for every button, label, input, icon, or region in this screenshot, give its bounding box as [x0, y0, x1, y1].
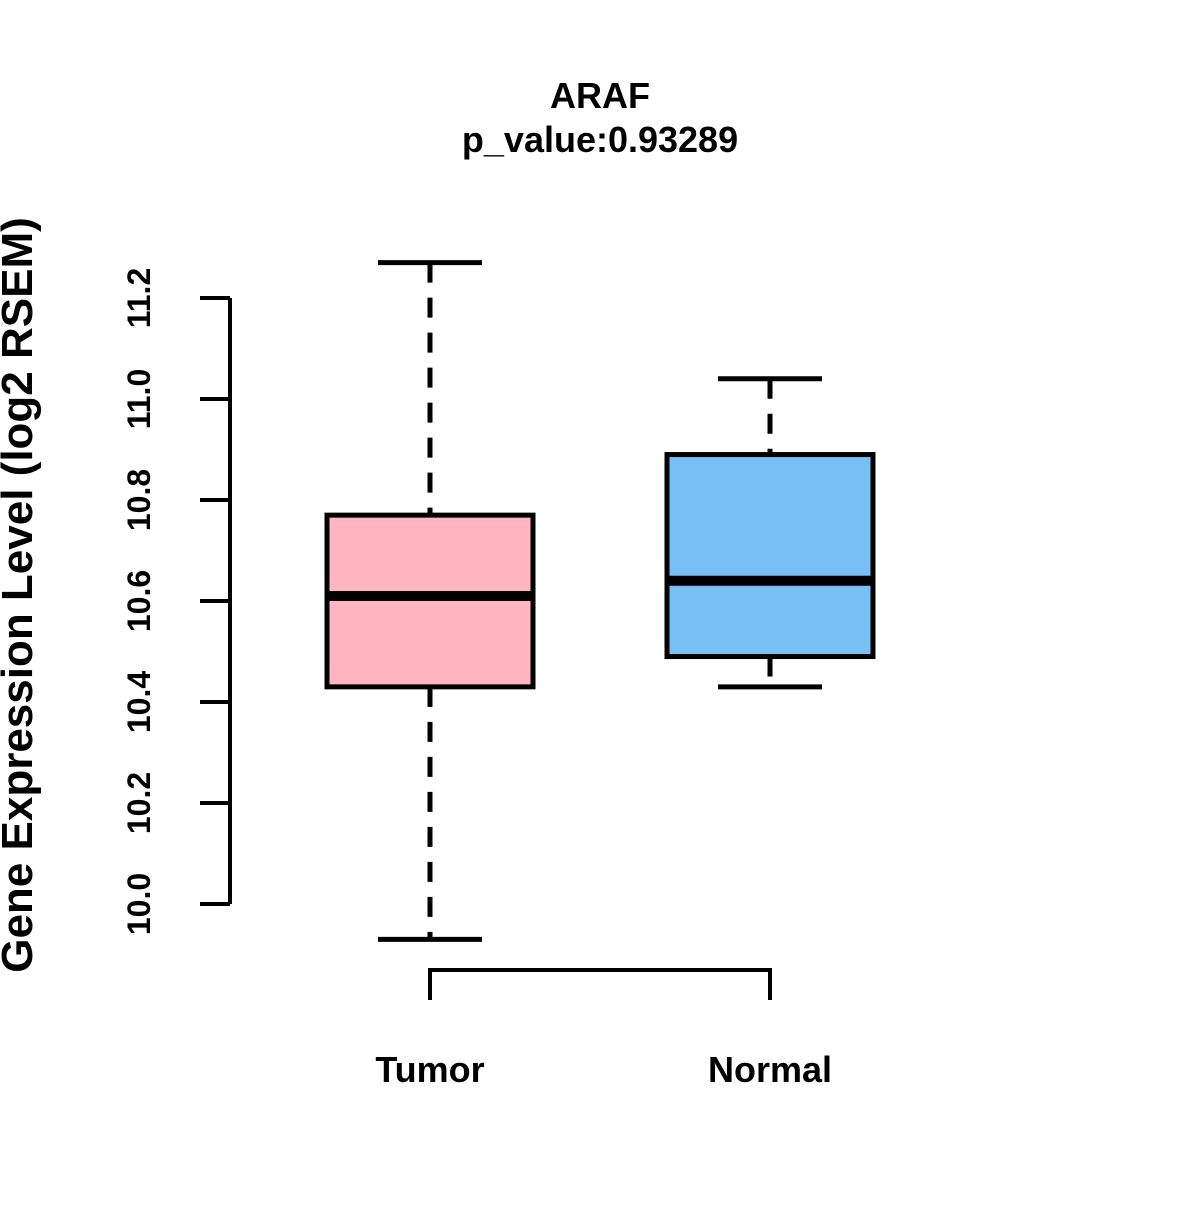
category-label-normal: Normal [708, 1049, 832, 1090]
y-axis-tick-label: 10.4 [121, 671, 157, 733]
chart-title: ARAF [550, 75, 650, 116]
y-axis-tick-label: 10.6 [121, 570, 157, 632]
chart-subtitle-pvalue: p_value:0.93289 [462, 119, 738, 160]
box-tumor [324, 512, 536, 690]
y-axis-tick-label: 11.2 [121, 268, 157, 329]
box-normal [664, 452, 876, 660]
category-label-tumor: Tumor [375, 1049, 484, 1090]
y-axis-tick-label: 11.0 [121, 369, 157, 430]
y-axis-tick-label: 10.2 [121, 772, 157, 834]
y-axis-tick-label: 10.0 [121, 873, 157, 935]
x-axis-bracket [428, 968, 772, 1000]
plot-area: 10.0 10.2 10.4 10.6 10.8 11.0 11.2 Tumor Normal [121, 260, 876, 1090]
y-axis-tick-label: 10.8 [121, 469, 157, 531]
y-axis-title: Gene Expression Level (log2 RSEM) [0, 217, 42, 973]
